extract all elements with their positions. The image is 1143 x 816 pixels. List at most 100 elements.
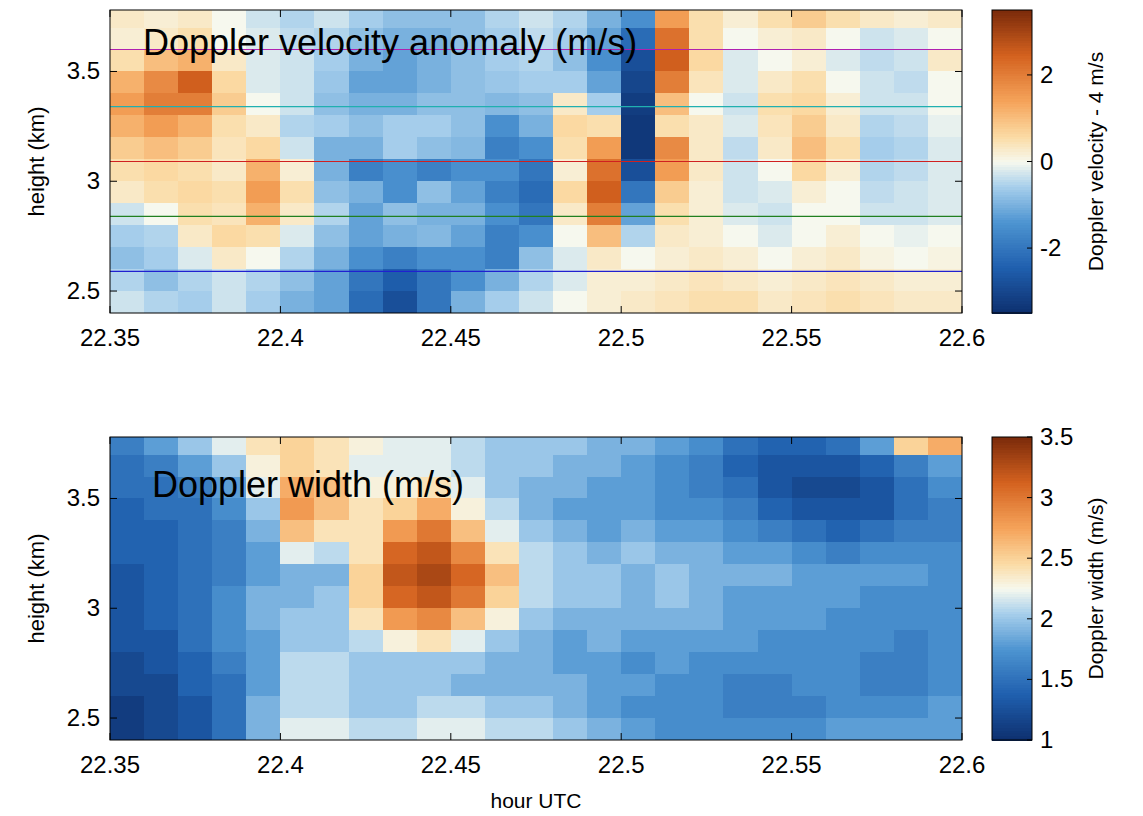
heatmap-cell bbox=[792, 630, 827, 653]
heatmap-cell bbox=[553, 269, 588, 292]
heatmap-cell bbox=[894, 564, 929, 587]
heatmap-cell bbox=[178, 203, 213, 226]
heatmap-cell bbox=[383, 181, 418, 204]
heatmap-cell bbox=[314, 718, 349, 740]
heatmap-cell bbox=[826, 10, 861, 28]
heatmap-cell bbox=[826, 50, 861, 73]
x-tick-label: 22.45 bbox=[421, 751, 481, 778]
heatmap-cell bbox=[689, 718, 724, 740]
heatmap-cell bbox=[212, 291, 247, 313]
heatmap-cell bbox=[212, 696, 247, 719]
heatmap-cell bbox=[519, 498, 554, 521]
heatmap-cell bbox=[383, 437, 418, 455]
heatmap-cell bbox=[689, 225, 724, 248]
heatmap-cell bbox=[178, 718, 213, 740]
heatmap-cell bbox=[110, 542, 145, 565]
heatmap-cell bbox=[723, 10, 758, 28]
heatmap-cell bbox=[144, 115, 179, 138]
heatmap-cell bbox=[110, 630, 145, 653]
heatmap-cell bbox=[246, 203, 281, 226]
heatmap-cell bbox=[689, 455, 724, 478]
heatmap-cell bbox=[689, 564, 724, 587]
heatmap-cell bbox=[485, 291, 520, 313]
heatmap-cell bbox=[485, 477, 520, 500]
heatmap-cell bbox=[826, 696, 861, 719]
heatmap-cell bbox=[928, 71, 962, 94]
heatmap-cell bbox=[826, 269, 861, 292]
heatmap-cell bbox=[451, 93, 486, 116]
heatmap-cell bbox=[144, 137, 179, 160]
heatmap-cell bbox=[553, 586, 588, 609]
heatmap-cell bbox=[689, 71, 724, 94]
heatmap-cell bbox=[621, 437, 656, 455]
heatmap-cell bbox=[655, 28, 690, 51]
heatmap-cell bbox=[758, 203, 793, 226]
heatmap-cell bbox=[553, 247, 588, 270]
heatmap-cell bbox=[144, 437, 179, 455]
colorbar-tick bbox=[1027, 740, 1032, 741]
heatmap-cell bbox=[621, 477, 656, 500]
heatmap-cell bbox=[110, 159, 145, 182]
heatmap-cell bbox=[723, 586, 758, 609]
heatmap-cell bbox=[451, 115, 486, 138]
x-tick bbox=[280, 10, 281, 17]
heatmap-cell bbox=[587, 93, 622, 116]
heatmap-cell bbox=[553, 477, 588, 500]
heatmap-cell bbox=[417, 564, 452, 587]
heatmap-cell bbox=[587, 137, 622, 160]
colorbar-tick-label: 1 bbox=[1040, 726, 1053, 753]
colorbar-frame bbox=[992, 437, 1032, 740]
colorbar-label: Doppler width (m/s) bbox=[1084, 497, 1107, 679]
heatmap-cell bbox=[758, 137, 793, 160]
x-tick-label: 22.5 bbox=[598, 324, 645, 351]
y-tick bbox=[110, 498, 117, 499]
heatmap-cell bbox=[178, 674, 213, 697]
heatmap-cell bbox=[723, 291, 758, 313]
heatmap-cell bbox=[553, 291, 588, 313]
heatmap-cell bbox=[485, 564, 520, 587]
x-tick bbox=[280, 437, 281, 444]
heatmap-cell bbox=[417, 608, 452, 631]
heatmap-cell bbox=[519, 630, 554, 653]
heatmap-cell bbox=[655, 291, 690, 313]
heatmap-cell bbox=[860, 564, 895, 587]
x-tick bbox=[791, 10, 792, 17]
x-tick-label: 22.4 bbox=[257, 751, 304, 778]
heatmap-cell bbox=[758, 608, 793, 631]
heatmap-cell bbox=[144, 564, 179, 587]
heatmap-cell bbox=[860, 10, 895, 28]
heatmap-cell bbox=[894, 291, 929, 313]
heatmap-cell bbox=[144, 542, 179, 565]
heatmap-cell bbox=[110, 718, 145, 740]
heatmap-cell bbox=[655, 159, 690, 182]
heatmap-cell bbox=[758, 455, 793, 478]
colorbar bbox=[992, 10, 1032, 314]
reference-line bbox=[110, 161, 962, 162]
heatmap-cell bbox=[621, 71, 656, 94]
heatmap-cell bbox=[894, 652, 929, 675]
colorbar-label: Doppler velocity - 4 m/s bbox=[1084, 52, 1107, 271]
heatmap-cell bbox=[655, 630, 690, 653]
heatmap-cell bbox=[826, 115, 861, 138]
heatmap-cell bbox=[826, 674, 861, 697]
heatmap-cell bbox=[655, 477, 690, 500]
heatmap-cell bbox=[587, 630, 622, 653]
heatmap-cell bbox=[553, 115, 588, 138]
heatmap-cell bbox=[655, 718, 690, 740]
heatmap-cell bbox=[860, 247, 895, 270]
heatmap-cell bbox=[144, 674, 179, 697]
heatmap-cell bbox=[689, 630, 724, 653]
heatmap-cell bbox=[655, 437, 690, 455]
heatmap-cell bbox=[383, 137, 418, 160]
heatmap-cell bbox=[212, 564, 247, 587]
heatmap-cell bbox=[792, 652, 827, 675]
heatmap-cell bbox=[792, 225, 827, 248]
heatmap-cell bbox=[280, 269, 315, 292]
x-tick bbox=[791, 306, 792, 313]
heatmap-cell bbox=[383, 630, 418, 653]
heatmap-cell bbox=[894, 10, 929, 28]
heatmap-cell bbox=[792, 93, 827, 116]
heatmap-cell bbox=[383, 674, 418, 697]
heatmap-cell bbox=[826, 93, 861, 116]
y-tick bbox=[955, 291, 962, 292]
